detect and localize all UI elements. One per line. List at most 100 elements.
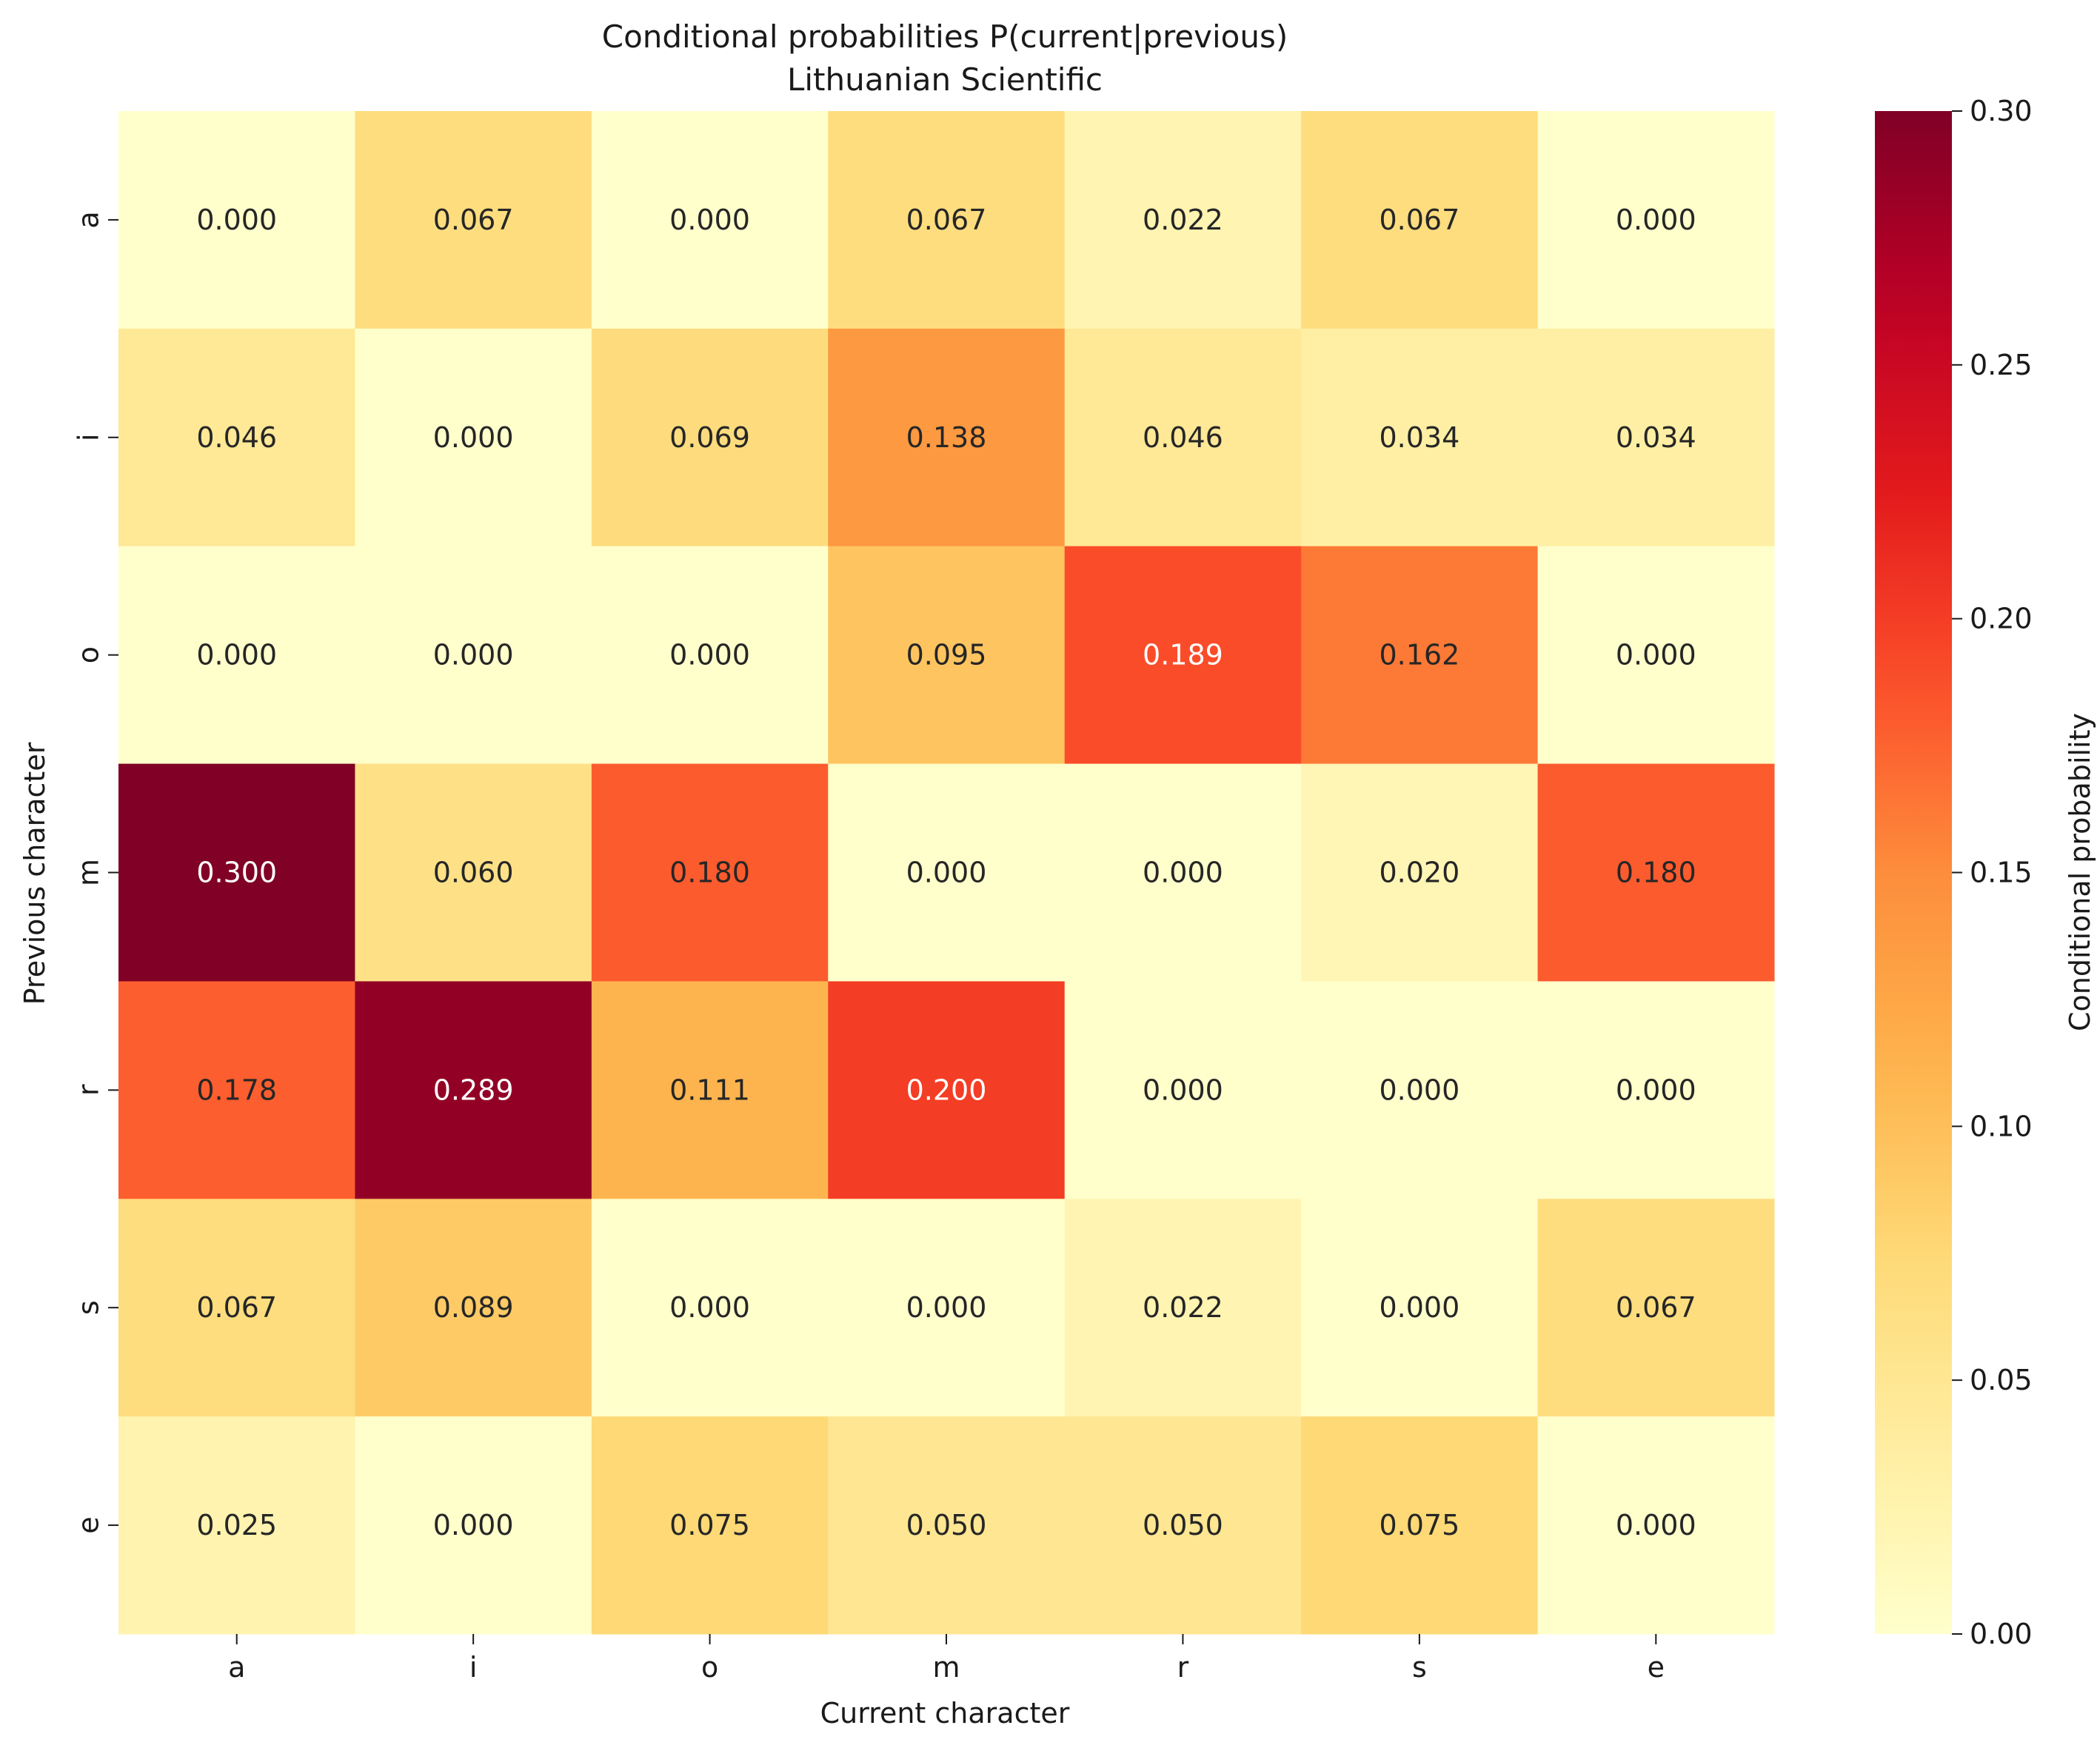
y-tick-label-e: e	[73, 1516, 105, 1533]
cell-value-label: 0.067	[1616, 1291, 1696, 1324]
cell-value-label: 0.025	[196, 1509, 277, 1541]
cell-value-label: 0.069	[669, 421, 750, 454]
cell-value-label: 0.022	[1143, 1291, 1223, 1324]
cell-value-label: 0.075	[1379, 1509, 1459, 1541]
cell-value-label: 0.000	[196, 204, 277, 236]
cell-value-label: 0.000	[1616, 1509, 1696, 1541]
colorbar-tick-label: 0.25	[1970, 349, 2033, 381]
heatmap-cell-i-o	[591, 328, 829, 547]
chart-title: Conditional probabilities P(current|prev…	[602, 19, 1288, 55]
cell-value-label: 0.189	[1143, 639, 1223, 672]
x-tick-label-m: m	[932, 1651, 960, 1684]
colorbar-tick-label: 0.30	[1970, 95, 2033, 127]
chart-subtitle: Lithuanian Scientific	[787, 61, 1103, 98]
cell-value-label: 0.180	[669, 857, 750, 889]
y-axis-ticks: a i o m r s e	[73, 211, 118, 1534]
heatmap-cell-r-o	[591, 981, 829, 1199]
cell-value-label: 0.162	[1379, 639, 1459, 672]
heatmap-cell-s-m	[828, 1199, 1066, 1417]
y-tick-label-a: a	[73, 211, 105, 228]
heatmap-cell-s-i	[355, 1199, 592, 1417]
cell-value-label: 0.046	[196, 421, 277, 454]
cell-value-label: 0.095	[906, 639, 987, 672]
heatmap-cell-m-o	[591, 763, 829, 982]
y-tick-label-s: s	[73, 1300, 105, 1315]
cell-value-label: 0.000	[433, 1509, 514, 1541]
heatmap-cell-o-r	[1064, 546, 1302, 765]
heatmap-cell-r-e	[1537, 981, 1775, 1199]
cell-value-label: 0.000	[1616, 639, 1696, 672]
heatmap-cell-e-r	[1064, 1416, 1302, 1635]
colorbar-tick-label: 0.15	[1970, 857, 2033, 889]
cell-value-label: 0.067	[1379, 204, 1459, 236]
colorbar-ticks: 0.00 0.05 0.10 0.15 0.20 0.25 0.30	[1952, 95, 2033, 1650]
heatmap-cell-s-o	[591, 1199, 829, 1417]
colorbar-tick-label: 0.00	[1970, 1618, 2033, 1650]
cell-value-label: 0.067	[196, 1291, 277, 1324]
cell-value-label: 0.067	[906, 204, 987, 236]
cell-value-label: 0.000	[433, 421, 514, 454]
heatmap-cell-i-m	[828, 328, 1066, 547]
heatmap-cell-e-i	[355, 1416, 592, 1635]
heatmap-cell-a-e	[1537, 111, 1775, 329]
heatmap-cell-r-s	[1301, 981, 1539, 1199]
x-tick-label-s: s	[1412, 1651, 1427, 1684]
x-tick-label-o: o	[701, 1651, 718, 1684]
heatmap-cell-i-i	[355, 328, 592, 547]
heatmap-cell-i-e	[1537, 328, 1775, 547]
heatmap-cell-r-i	[355, 981, 592, 1199]
cell-value-label: 0.020	[1379, 857, 1459, 889]
colorbar	[1875, 111, 1952, 1634]
heatmap-cell-s-s	[1301, 1199, 1539, 1417]
cell-value-label: 0.000	[433, 639, 514, 672]
cell-value-label: 0.289	[433, 1074, 514, 1106]
heatmap-cell-i-a	[118, 328, 355, 547]
heatmap-cell-r-a	[118, 981, 355, 1199]
heatmap-cell-o-m	[828, 546, 1066, 765]
colorbar-tick-label: 0.20	[1970, 603, 2033, 635]
cell-value-label: 0.000	[1143, 857, 1223, 889]
cell-value-label: 0.300	[196, 857, 277, 889]
heatmap-cell-o-e	[1537, 546, 1775, 765]
cell-value-label: 0.178	[196, 1074, 277, 1106]
heatmap-cell-m-m	[828, 763, 1066, 982]
colorbar-label: Conditional probability	[2064, 713, 2096, 1031]
cell-value-label: 0.000	[669, 639, 750, 672]
heatmap-cell-s-a	[118, 1199, 355, 1417]
x-axis-label: Current character	[820, 1697, 1070, 1729]
heatmap-cell-m-r	[1064, 763, 1302, 982]
heatmap-cells: 0.000 0.067 0.000 0.067 0.022 0.067 0.000 0.046…	[118, 111, 1775, 1635]
cell-value-label: 0.000	[1143, 1074, 1223, 1106]
cell-value-label: 0.000	[906, 857, 987, 889]
cell-value-label: 0.050	[1143, 1509, 1223, 1541]
cell-value-label: 0.000	[196, 639, 277, 672]
heatmap-cell-e-a	[118, 1416, 355, 1635]
heatmap-cell-m-a	[118, 763, 355, 982]
heatmap-cell-a-o	[591, 111, 829, 329]
heatmap-cell-a-a	[118, 111, 355, 329]
cell-value-label: 0.022	[1143, 204, 1223, 236]
heatmap-cell-e-e	[1537, 1416, 1775, 1635]
cell-value-label: 0.000	[669, 204, 750, 236]
heatmap-cell-a-r	[1064, 111, 1302, 329]
heatmap-cell-r-m	[828, 981, 1066, 1199]
heatmap-cell-a-i	[355, 111, 592, 329]
heatmap-cell-o-i	[355, 546, 592, 765]
heatmap-cell-a-m	[828, 111, 1066, 329]
cell-value-label: 0.000	[669, 1291, 750, 1324]
y-tick-label-i: i	[73, 434, 105, 442]
y-tick-label-m: m	[73, 859, 105, 886]
heatmap-cell-e-o	[591, 1416, 829, 1635]
x-tick-label-r: r	[1177, 1651, 1189, 1684]
heatmap-cell-i-r	[1064, 328, 1302, 547]
heatmap-cell-o-a	[118, 546, 355, 765]
y-tick-label-r: r	[73, 1084, 105, 1096]
cell-value-label: 0.060	[433, 857, 514, 889]
cell-value-label: 0.111	[669, 1074, 750, 1106]
colorbar-tick-label: 0.05	[1970, 1364, 2033, 1396]
colorbar-tick-label: 0.10	[1970, 1110, 2033, 1142]
cell-value-label: 0.138	[906, 421, 987, 454]
cell-value-label: 0.000	[1616, 204, 1696, 236]
heatmap-cell-m-e	[1537, 763, 1775, 982]
